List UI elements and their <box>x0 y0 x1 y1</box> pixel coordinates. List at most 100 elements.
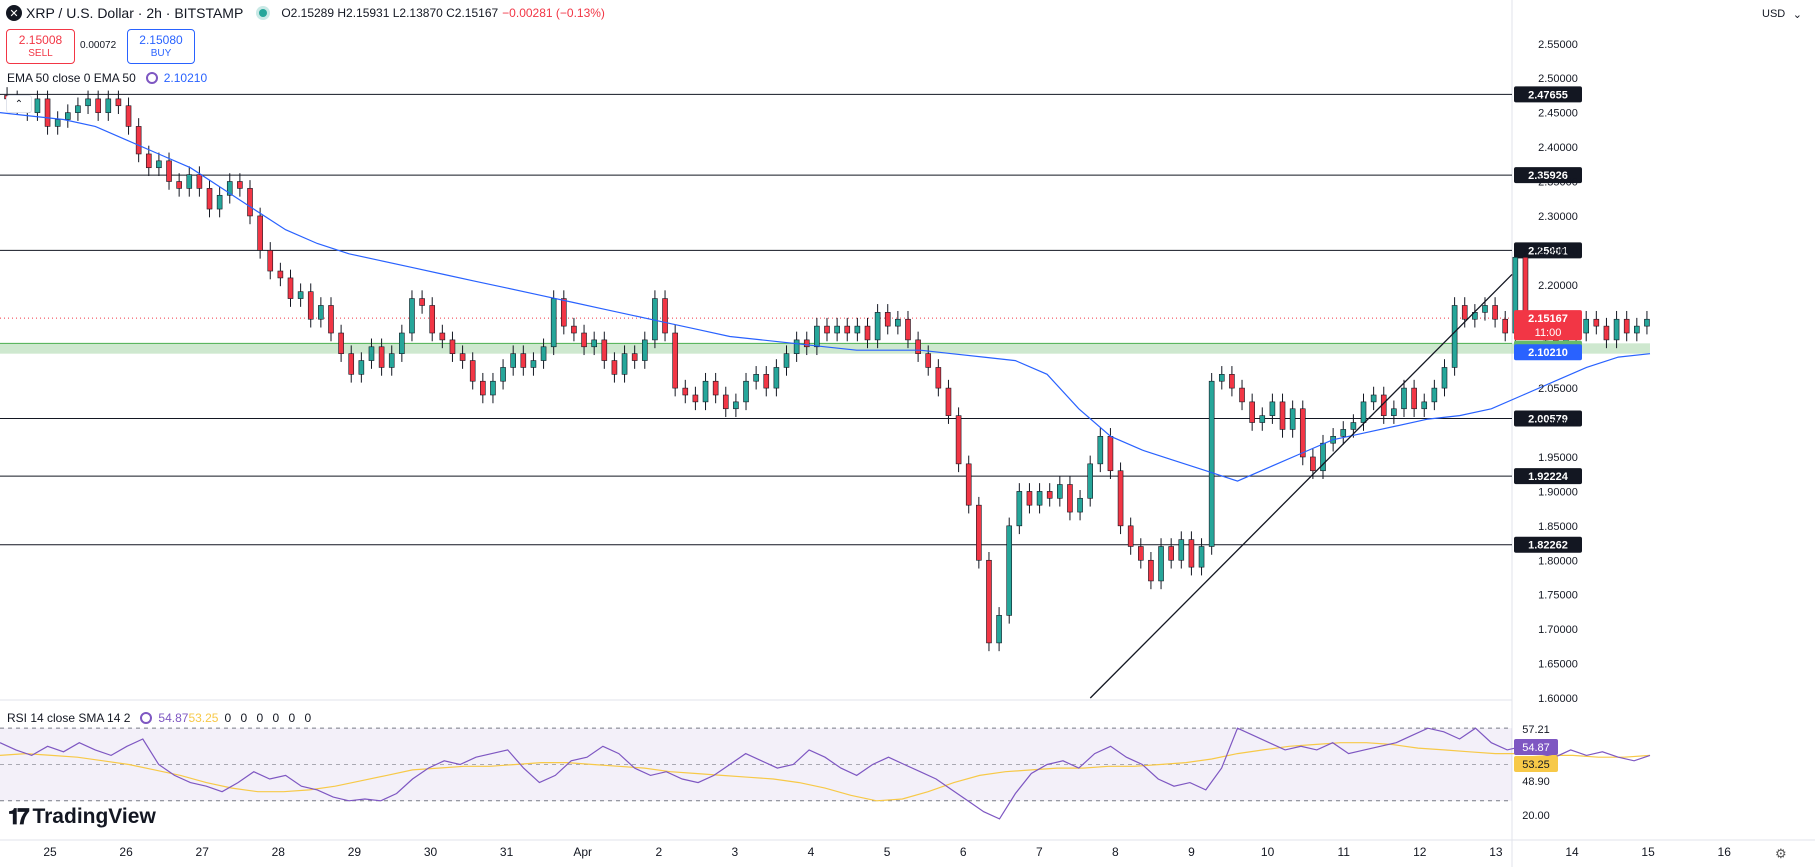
candle-body <box>156 160 162 169</box>
candle-body <box>520 353 527 368</box>
candle-body <box>611 360 618 375</box>
time-tick-label: 31 <box>500 845 514 859</box>
ohlc-values: O2.15289 H2.15931 L2.13870 C2.15167 <box>281 6 499 20</box>
level-label-3: 2.00579 <box>1528 414 1568 426</box>
candle-body <box>95 98 101 113</box>
candle-body <box>500 367 506 382</box>
candle-body <box>1117 470 1124 527</box>
candle-body <box>905 318 911 341</box>
current-price-label: 2.15167 <box>1528 313 1568 325</box>
candle-body <box>1036 491 1043 506</box>
candle-body <box>641 339 648 361</box>
time-tick-label: 2 <box>655 845 662 859</box>
sell-price: 2.15008 <box>18 32 63 47</box>
support-zone <box>0 343 1650 354</box>
candle-body <box>480 380 486 396</box>
candle-body <box>34 98 41 113</box>
candle-body <box>824 325 830 334</box>
candle-body <box>1461 305 1468 320</box>
currency-selector[interactable]: USD ⌄ <box>1758 3 1806 25</box>
price-tick-label: 1.60000 <box>1538 693 1578 705</box>
candle-body <box>44 98 51 127</box>
candle-body <box>399 332 405 354</box>
rsi-refresh-icon[interactable] <box>140 712 153 724</box>
ema-legend[interactable]: EMA 50 close 0 EMA 50 2.10210 <box>7 71 207 85</box>
candle-body <box>409 298 415 334</box>
candle-body <box>854 325 861 334</box>
candle-body <box>702 380 709 403</box>
time-tick-label: 25 <box>43 845 57 859</box>
candle-body <box>935 367 942 389</box>
candle-body <box>1451 305 1458 368</box>
symbol-title[interactable]: XRP / U.S. Dollar · 2h · BITSTAMP <box>26 5 244 21</box>
rsi-legend[interactable]: RSI 14 close SMA 14 2 54.87 53.25 0 0 0 … <box>7 711 314 725</box>
candle-body <box>388 353 395 368</box>
candle-body <box>996 615 1002 644</box>
level-label-2: 2.25001 <box>1528 245 1568 257</box>
ema-legend-value: 2.10210 <box>163 71 208 85</box>
price-tick-label: 2.20000 <box>1538 280 1578 292</box>
time-tick-label: 14 <box>1565 845 1579 859</box>
level-label-1: 2.35926 <box>1528 170 1568 182</box>
rsi-tick-label: 54.87 <box>1522 742 1550 754</box>
collapse-legend-icon[interactable]: ⌃ <box>6 95 32 113</box>
candle-body <box>196 174 203 189</box>
candle-body <box>682 387 689 396</box>
ema-legend-label: EMA 50 close 0 EMA 50 <box>7 71 136 85</box>
candle-body <box>328 305 334 334</box>
ema-price-label-bg <box>1514 344 1582 361</box>
candle-body <box>348 353 355 375</box>
candle-body <box>591 339 597 348</box>
sell-button[interactable]: 2.15008 SELL <box>6 29 75 64</box>
candle-body <box>1097 436 1104 465</box>
level-label-bg-3 <box>1514 410 1582 427</box>
candle-body <box>1127 525 1134 547</box>
rsi-tick-label: 20.00 <box>1522 810 1550 822</box>
candle-body <box>1046 491 1053 499</box>
candle-body <box>864 325 871 341</box>
candle-body <box>722 394 729 410</box>
candle-body <box>297 291 304 299</box>
candle-body <box>368 346 375 361</box>
time-tick-label: Apr <box>573 845 592 859</box>
rsi-sma-legend-value: 53.25 <box>188 711 219 725</box>
candle-body <box>135 126 142 155</box>
refresh-icon[interactable] <box>145 72 158 84</box>
candle-body <box>1603 325 1610 341</box>
current-price-label-bg <box>1514 310 1582 341</box>
candle-body <box>1178 539 1185 561</box>
buy-button[interactable]: 2.15080 BUY <box>127 29 195 64</box>
candle-body <box>1299 408 1306 458</box>
candle-body <box>1644 318 1650 327</box>
settings-icon[interactable]: ⚙ <box>1775 846 1787 861</box>
tradingview-logo[interactable]: 𝟏𝟕 TradingView <box>8 804 156 830</box>
candle-body <box>965 463 972 506</box>
chart-header: ✕ XRP / U.S. Dollar · 2h · BITSTAMP O2.1… <box>0 0 605 26</box>
rsi-legend-zeros: 0 0 0 0 0 0 <box>224 711 315 725</box>
price-tick-label: 2.05000 <box>1538 383 1578 395</box>
candle-body <box>378 346 385 368</box>
candle-body <box>834 325 840 334</box>
candle-body <box>895 318 901 327</box>
candle-body <box>257 215 263 251</box>
candle-body <box>1077 497 1083 513</box>
candle-body <box>1269 401 1276 416</box>
price-tick-label: 1.90000 <box>1538 486 1578 498</box>
price-tick-label: 2.00000 <box>1538 418 1578 430</box>
chevron-down-icon: ⌄ <box>1792 8 1802 21</box>
candle-body <box>662 298 668 334</box>
candle-body <box>1350 422 1357 430</box>
rsi-sma-line <box>0 742 1651 802</box>
price-tick-label: 1.95000 <box>1538 452 1578 464</box>
buy-price: 2.15080 <box>139 32 183 47</box>
level-label-bg-0 <box>1514 86 1582 103</box>
candle-body <box>469 360 476 382</box>
candle-body <box>1634 325 1640 334</box>
candle-body <box>429 305 436 334</box>
price-tick-label: 1.65000 <box>1538 659 1578 671</box>
candle-body <box>672 332 678 389</box>
time-tick-label: 7 <box>1036 845 1043 859</box>
candle-body <box>1239 387 1245 403</box>
